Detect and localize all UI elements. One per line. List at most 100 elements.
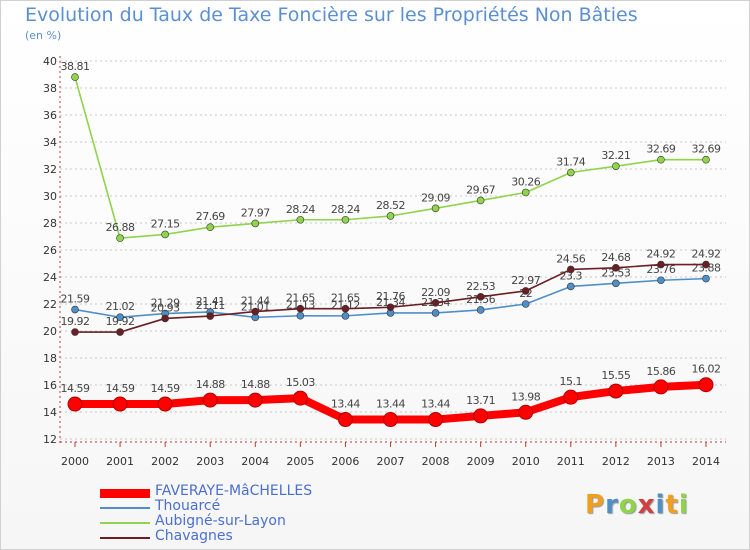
data-label: 22.53 — [466, 280, 495, 293]
data-label: 19.92 — [106, 315, 135, 328]
legend-label: FAVERAYE-MâCHELLES — [155, 483, 313, 499]
x-tick-label: 2013 — [647, 455, 675, 468]
x-tick-label: 2011 — [557, 455, 585, 468]
data-point — [476, 306, 485, 314]
data-point — [702, 274, 710, 283]
data-point — [431, 309, 440, 317]
data-point — [521, 287, 530, 295]
data-point — [71, 305, 79, 314]
y-tick-label: 24 — [43, 271, 57, 284]
data-point — [657, 155, 665, 164]
data-point — [653, 379, 669, 395]
data-point — [292, 390, 308, 406]
data-label: 21.41 — [196, 295, 225, 308]
data-point — [337, 412, 353, 428]
data-point — [116, 313, 124, 322]
data-point — [473, 408, 489, 424]
data-point — [612, 162, 620, 170]
unit-label: (en %) — [25, 29, 62, 42]
data-point — [247, 392, 263, 408]
data-point — [563, 389, 579, 405]
data-point — [566, 282, 575, 291]
data-point — [296, 215, 305, 224]
legend-label: Aubigné-sur-Layon — [155, 513, 286, 529]
y-tick-label: 36 — [43, 109, 57, 122]
data-point — [657, 276, 665, 285]
x-tick-label: 2003 — [196, 455, 224, 468]
data-point — [608, 383, 624, 399]
data-point — [116, 328, 124, 336]
data-point — [612, 279, 620, 288]
x-tick-label: 2007 — [377, 455, 405, 468]
data-label: 38.81 — [61, 60, 90, 73]
data-label: 29.67 — [466, 183, 495, 196]
data-label: 13.44 — [376, 398, 405, 411]
data-label: 14.59 — [151, 382, 180, 395]
data-point — [161, 230, 169, 239]
x-tick-label: 2004 — [241, 455, 269, 468]
data-label: 13.44 — [421, 398, 450, 411]
y-tick-label: 40 — [43, 55, 57, 68]
y-tick-label: 34 — [43, 136, 57, 149]
data-label: 21.11 — [196, 299, 225, 312]
data-label: 24.68 — [601, 251, 630, 264]
data-point — [476, 293, 485, 301]
data-label: 21.65 — [331, 292, 360, 305]
x-tick-label: 2002 — [151, 455, 179, 468]
x-tick-label: 2009 — [467, 455, 495, 468]
data-point — [116, 234, 124, 242]
data-label: 28.24 — [331, 203, 360, 216]
data-point — [657, 260, 665, 269]
data-point — [296, 311, 305, 320]
data-label: 14.59 — [61, 382, 90, 395]
x-tick-label: 2012 — [602, 455, 630, 468]
data-point — [157, 396, 173, 412]
x-tick-label: 2000 — [61, 455, 89, 468]
data-label: 28.52 — [376, 199, 405, 212]
data-label: 15.55 — [601, 369, 630, 382]
x-tick-label: 2005 — [286, 455, 314, 468]
data-point — [341, 312, 350, 320]
data-label: 32.21 — [601, 149, 630, 162]
x-tick-label: 2006 — [331, 455, 359, 468]
data-point — [521, 300, 530, 308]
data-label: 21.76 — [376, 290, 405, 303]
data-point — [566, 265, 575, 274]
data-label: 21.02 — [106, 300, 135, 313]
data-label: 21.44 — [241, 295, 270, 308]
data-label: 28.24 — [286, 203, 315, 216]
data-label: 27.97 — [241, 206, 270, 219]
data-point — [386, 212, 395, 220]
x-tick-label: 2008 — [422, 455, 450, 468]
y-tick-label: 16 — [43, 379, 57, 392]
data-point — [206, 312, 215, 320]
data-point — [428, 412, 444, 428]
data-point — [612, 264, 620, 272]
data-point — [566, 168, 575, 177]
data-label: 22.09 — [421, 286, 450, 299]
data-label: 20.93 — [151, 301, 180, 314]
chart-title: Evolution du Taux de Taxe Foncière sur l… — [25, 4, 638, 26]
data-point — [71, 73, 79, 81]
y-tick-label: 20 — [43, 325, 57, 338]
data-label: 23.53 — [601, 266, 630, 279]
legend-swatch — [100, 507, 150, 509]
data-point — [161, 314, 169, 323]
data-label: 13.44 — [331, 398, 360, 411]
data-label: 27.15 — [151, 217, 180, 230]
data-label: 29.09 — [421, 191, 450, 204]
y-tick-label: 38 — [43, 82, 57, 95]
data-point — [202, 392, 218, 408]
data-point — [71, 328, 79, 336]
y-tick-label: 18 — [43, 352, 57, 365]
data-label: 14.88 — [196, 378, 225, 391]
data-label: 23.76 — [646, 263, 675, 276]
legend-swatch — [100, 537, 150, 539]
data-point — [67, 396, 83, 412]
data-point — [702, 155, 710, 164]
data-label: 19.92 — [61, 315, 90, 328]
data-point — [251, 307, 260, 316]
data-point — [518, 404, 534, 420]
data-label: 26.88 — [106, 221, 135, 234]
